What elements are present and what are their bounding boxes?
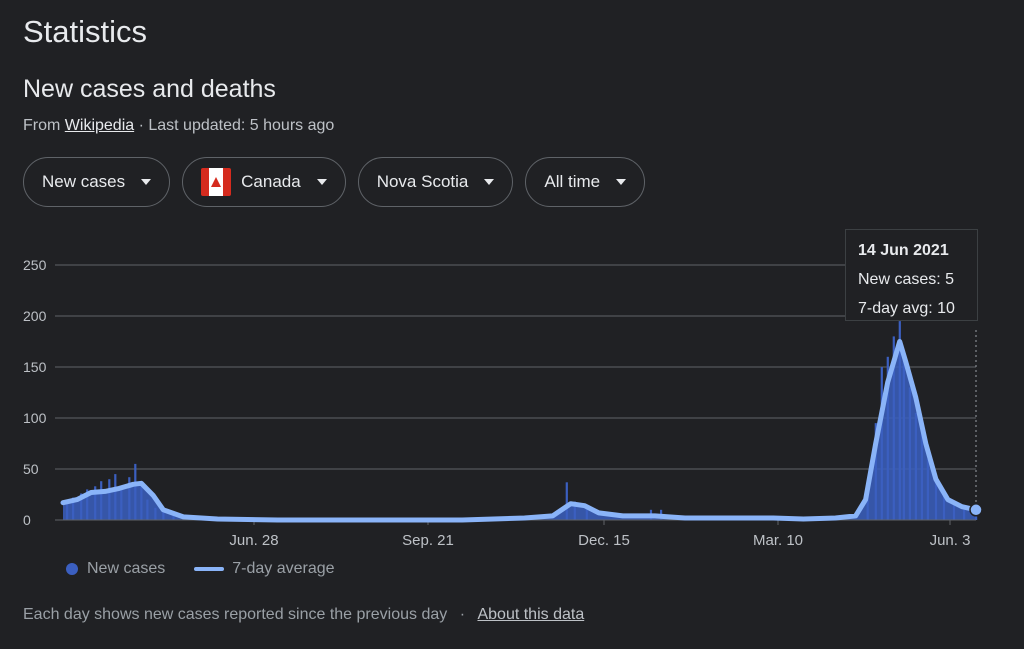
new-cases-bar	[963, 509, 966, 520]
filter-bar: New cases Canada Nova Scotia All time	[23, 157, 646, 207]
new-cases-bar	[114, 474, 117, 520]
time-range-dropdown[interactable]: All time	[525, 157, 646, 207]
new-cases-bar	[908, 387, 911, 520]
chart-legend: New cases 7-day average	[66, 560, 335, 578]
x-tick-label: Jun. 3	[930, 532, 971, 549]
metric-dropdown[interactable]: New cases	[23, 157, 171, 207]
new-cases-bar	[86, 489, 89, 520]
canada-flag-icon	[201, 168, 232, 196]
source-prefix: From	[23, 117, 61, 134]
new-cases-bar	[926, 458, 929, 520]
region-dropdown[interactable]: Nova Scotia	[357, 157, 514, 207]
new-cases-bar	[975, 514, 978, 520]
avg-legend-line	[194, 567, 225, 571]
metric-dropdown-label: New cases	[42, 172, 126, 191]
new-cases-bar	[573, 501, 576, 520]
y-tick-label: 200	[23, 308, 47, 324]
new-cases-bar	[952, 504, 956, 520]
new-cases-bar	[898, 321, 901, 520]
x-tick-label: Jun. 28	[229, 532, 278, 549]
country-dropdown[interactable]: Canada	[182, 157, 346, 207]
new-cases-bar	[565, 482, 568, 520]
chevron-down-icon	[141, 179, 152, 185]
chevron-down-icon	[316, 179, 327, 185]
time-range-dropdown-label: All time	[544, 172, 601, 191]
tooltip-avg: 7-day avg: 10	[858, 300, 955, 317]
new-cases-bar	[172, 514, 175, 520]
new-cases-bar	[920, 433, 923, 520]
new-cases-legend-dot	[66, 563, 78, 575]
region-dropdown-label: Nova Scotia	[376, 172, 469, 191]
legend-new-cases: New cases	[87, 560, 166, 577]
new-cases-bar	[942, 494, 946, 520]
country-dropdown-label: Canada	[241, 172, 301, 191]
seven-day-average-line	[60, 339, 979, 523]
new-cases-bar	[886, 356, 889, 520]
chevron-down-icon	[484, 179, 495, 185]
new-cases-bar	[146, 499, 149, 520]
new-cases-bar	[80, 493, 83, 520]
wikipedia-link[interactable]: Wikipedia	[64, 117, 135, 134]
x-tick-label: Sep. 21	[402, 532, 454, 549]
cases-chart[interactable]: 0 50 100 150 200 250 Jun. 28 Sep. 21 Dec. 15 Mar.…	[0, 225, 1024, 555]
y-tick-label: 0	[23, 512, 31, 528]
tooltip-date: 14 Jun 2021	[858, 242, 949, 259]
about-data-link[interactable]: About this data	[477, 606, 585, 623]
new-cases-bar	[128, 477, 131, 520]
new-cases-bar	[108, 479, 111, 520]
y-tick-label: 100	[23, 410, 47, 426]
new-cases-area	[63, 341, 976, 520]
footer-sep: ·	[459, 606, 466, 623]
y-tick-label: 250	[23, 257, 47, 273]
new-cases-bar	[134, 463, 137, 520]
new-cases-bar	[120, 489, 123, 520]
new-cases-bar	[934, 479, 938, 520]
y-tick-label: 150	[23, 359, 47, 375]
hover-point	[969, 503, 983, 517]
page-title: Statistics	[23, 14, 148, 49]
new-cases-bar	[874, 423, 877, 520]
new-cases-bar	[892, 336, 895, 520]
new-cases-bar	[100, 481, 103, 520]
new-cases-bar	[154, 507, 157, 520]
footer-note: Each day shows new cases reported since …	[23, 606, 584, 624]
new-cases-bar	[140, 484, 143, 520]
new-cases-bar	[72, 497, 75, 520]
new-cases-bar	[880, 367, 883, 520]
legend-avg: 7-day average	[232, 560, 335, 577]
footer-text: Each day shows new cases reported since …	[23, 606, 448, 623]
x-tick-label: Mar. 10	[753, 532, 803, 549]
chart-tooltip: 14 Jun 2021 New cases: 5 7-day avg: 10	[845, 229, 978, 321]
new-cases-bar	[585, 507, 588, 520]
new-cases-bar	[94, 486, 97, 520]
new-cases-bar	[914, 412, 917, 520]
tooltip-new-cases: New cases: 5	[858, 271, 955, 288]
x-tick-label: Dec. 15	[578, 532, 630, 549]
source-line: From Wikipedia · Last updated: 5 hours a…	[23, 117, 334, 135]
new-cases-bar	[866, 489, 869, 520]
last-updated: · Last updated: 5 hours ago	[138, 117, 335, 134]
new-cases-bar	[902, 351, 905, 520]
chevron-down-icon	[616, 179, 627, 185]
y-tick-label: 50	[23, 461, 39, 477]
new-cases-bar	[66, 501, 69, 520]
section-title: New cases and deaths	[23, 75, 276, 103]
new-cases-bar	[162, 511, 165, 520]
